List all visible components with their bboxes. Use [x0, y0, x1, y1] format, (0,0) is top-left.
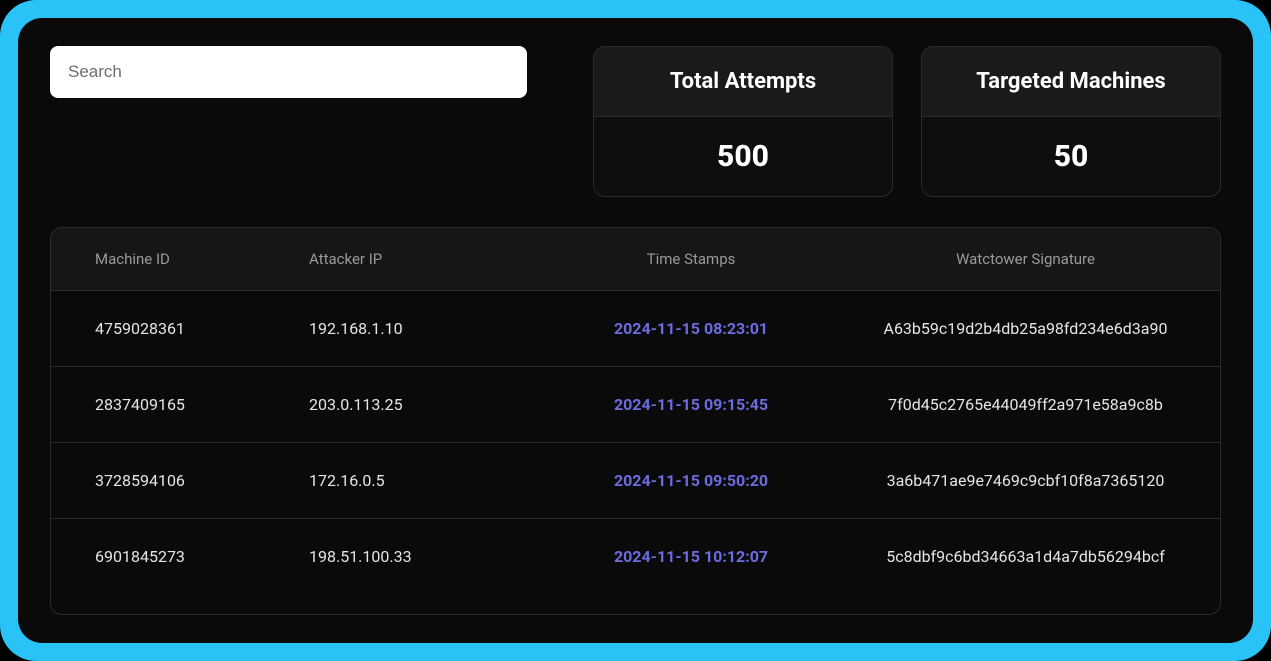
- search-wrap: [50, 46, 527, 197]
- stat-label-targeted-machines: Targeted Machines: [922, 47, 1220, 117]
- cell-machine-id: 6901845273: [51, 519, 291, 594]
- stat-value-total-attempts: 500: [594, 117, 892, 196]
- cell-signature: 5c8dbf9c6bd34663a1d4a7db56294bcf: [831, 519, 1220, 594]
- stat-label-total-attempts: Total Attempts: [594, 47, 892, 117]
- spacer: [555, 46, 565, 197]
- attacks-table: Machine ID Attacker IP Time Stamps Watct…: [50, 227, 1221, 615]
- cell-attacker-ip: 192.168.1.10: [291, 291, 551, 366]
- table-body: 4759028361 192.168.1.10 2024-11-15 08:23…: [51, 291, 1220, 614]
- cell-attacker-ip: 198.51.100.33: [291, 519, 551, 594]
- cell-attacker-ip: 172.16.0.5: [291, 443, 551, 518]
- outer-frame: Total Attempts 500 Targeted Machines 50 …: [0, 0, 1271, 661]
- cell-attacker-ip: 203.0.113.25: [291, 367, 551, 442]
- dashboard-panel: Total Attempts 500 Targeted Machines 50 …: [18, 18, 1253, 643]
- cell-time-stamp: 2024-11-15 09:15:45: [551, 367, 831, 442]
- table-header: Machine ID Attacker IP Time Stamps Watct…: [51, 228, 1220, 291]
- stat-value-targeted-machines: 50: [922, 117, 1220, 196]
- stat-card-total-attempts: Total Attempts 500: [593, 46, 893, 197]
- cell-signature: 7f0d45c2765e44049ff2a971e58a9c8b: [831, 367, 1220, 442]
- cell-time-stamp: 2024-11-15 08:23:01: [551, 291, 831, 366]
- table-row: 6901845273 198.51.100.33 2024-11-15 10:1…: [51, 519, 1220, 594]
- table-row: 4759028361 192.168.1.10 2024-11-15 08:23…: [51, 291, 1220, 367]
- column-header-attacker-ip: Attacker IP: [291, 228, 551, 290]
- table-row: 2837409165 203.0.113.25 2024-11-15 09:15…: [51, 367, 1220, 443]
- top-row: Total Attempts 500 Targeted Machines 50: [50, 46, 1221, 197]
- column-header-machine-id: Machine ID: [51, 228, 291, 290]
- cell-machine-id: 3728594106: [51, 443, 291, 518]
- search-input[interactable]: [50, 46, 527, 98]
- cell-time-stamp: 2024-11-15 10:12:07: [551, 519, 831, 594]
- cell-signature: 3a6b471ae9e7469c9cbf10f8a7365120: [831, 443, 1220, 518]
- cell-machine-id: 2837409165: [51, 367, 291, 442]
- stat-card-targeted-machines: Targeted Machines 50: [921, 46, 1221, 197]
- cell-time-stamp: 2024-11-15 09:50:20: [551, 443, 831, 518]
- cell-signature: A63b59c19d2b4db25a98fd234e6d3a90: [831, 291, 1220, 366]
- table-row: 3728594106 172.16.0.5 2024-11-15 09:50:2…: [51, 443, 1220, 519]
- column-header-time-stamps: Time Stamps: [551, 228, 831, 290]
- column-header-signature: Watctower Signature: [831, 228, 1220, 290]
- cell-machine-id: 4759028361: [51, 291, 291, 366]
